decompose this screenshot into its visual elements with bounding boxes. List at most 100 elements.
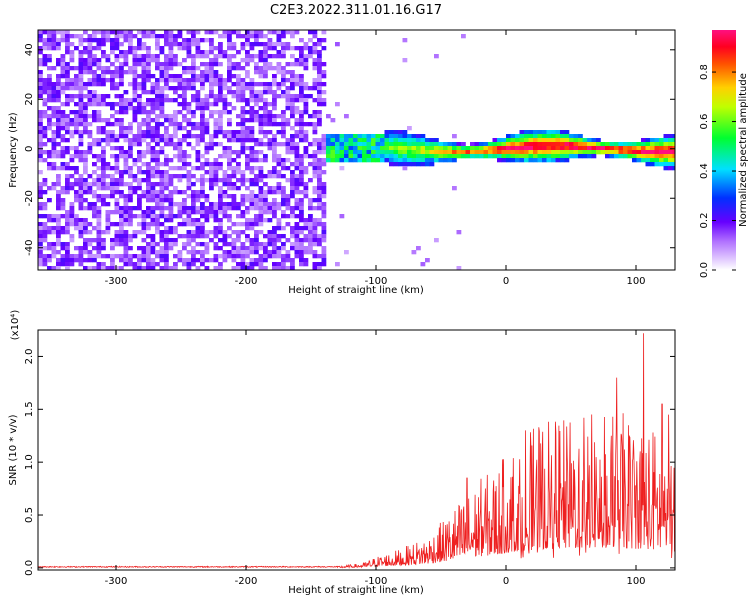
heatmap-cell xyxy=(281,114,286,119)
heatmap-cell xyxy=(317,42,322,47)
heatmap-cell xyxy=(60,34,66,39)
heatmap-cell xyxy=(321,90,327,95)
heatmap-cell xyxy=(254,166,259,171)
heatmap-cell xyxy=(227,54,232,59)
heatmap-cell xyxy=(654,150,660,155)
heatmap-cell xyxy=(627,146,633,151)
heatmap-cell xyxy=(150,222,156,227)
heatmap-cell xyxy=(317,118,322,123)
heatmap-cell xyxy=(411,162,417,167)
heatmap-cell xyxy=(303,218,309,223)
heatmap-cell xyxy=(195,178,201,183)
heatmap-cell xyxy=(182,234,187,239)
heatmap-cell xyxy=(74,94,79,99)
heatmap-cell xyxy=(204,158,210,163)
heatmap-cell xyxy=(231,250,237,255)
heatmap-cell xyxy=(56,194,61,199)
heatmap-cell xyxy=(150,126,156,131)
heatmap-cell xyxy=(38,62,43,67)
heatmap-cell xyxy=(47,114,52,119)
heatmap-cell xyxy=(258,190,264,195)
heatmap-cell xyxy=(416,146,421,151)
heatmap-cell xyxy=(78,250,84,255)
heatmap-cell xyxy=(65,218,70,223)
heatmap-cell xyxy=(164,182,169,187)
heatmap-cell xyxy=(132,54,138,59)
heatmap-cell xyxy=(281,186,286,191)
heatmap-cell xyxy=(375,134,381,139)
heatmap-cell xyxy=(285,102,291,107)
heatmap-cell xyxy=(641,154,646,159)
heatmap-cell xyxy=(312,162,318,167)
heatmap-cell xyxy=(74,130,79,135)
heatmap-cell xyxy=(569,138,574,143)
heatmap-cell xyxy=(560,150,565,155)
heatmap-cell xyxy=(299,162,304,167)
heatmap-cell xyxy=(69,110,75,115)
heatmap-cell xyxy=(105,254,111,259)
heatmap-cell xyxy=(218,218,223,223)
heatmap-cell xyxy=(164,86,169,91)
heatmap-cell xyxy=(146,170,151,175)
heatmap-cell xyxy=(78,230,84,235)
heatmap-cell xyxy=(285,202,291,207)
heatmap-cell xyxy=(92,54,97,59)
heatmap-cell xyxy=(267,46,273,51)
heatmap-cell xyxy=(375,158,381,163)
heatmap-cell xyxy=(218,126,223,131)
heatmap-cell xyxy=(168,134,174,139)
heatmap-cell xyxy=(267,86,273,91)
heatmap-cell xyxy=(537,130,543,135)
heatmap-cell xyxy=(168,214,174,219)
heatmap-cell xyxy=(272,42,277,47)
heatmap-cell xyxy=(443,150,448,155)
heatmap-cell xyxy=(155,90,160,95)
heatmap-cell xyxy=(146,34,151,39)
heatmap-cell xyxy=(87,202,93,207)
heatmap-cell xyxy=(164,134,169,139)
heatmap-cell xyxy=(56,266,61,270)
heatmap-cell xyxy=(87,258,93,263)
heatmap-cell xyxy=(56,94,61,99)
heatmap-cell xyxy=(96,242,102,247)
heatmap-cell xyxy=(389,162,394,167)
heatmap-cell xyxy=(204,210,210,215)
heatmap-cell xyxy=(204,242,210,247)
heatmap-cell xyxy=(123,150,129,155)
heatmap-cell xyxy=(164,70,169,75)
heatmap-cell xyxy=(672,142,675,147)
heatmap-cell xyxy=(519,146,525,151)
heatmap-cell xyxy=(371,138,376,143)
heatmap-cell xyxy=(231,94,237,99)
heatmap-cell xyxy=(204,250,210,255)
heatmap-cell xyxy=(213,126,219,131)
heatmap-cell xyxy=(501,142,507,147)
heatmap-cell xyxy=(141,74,147,79)
heatmap-cell xyxy=(128,218,133,223)
heatmap-cell xyxy=(83,162,88,167)
heatmap-cell xyxy=(213,258,219,263)
heatmap-cell xyxy=(285,42,291,47)
heatmap-cell xyxy=(164,138,169,143)
heatmap-cell xyxy=(371,146,376,151)
heatmap-cell xyxy=(137,110,142,115)
heatmap-cell xyxy=(263,82,268,87)
heatmap-cell xyxy=(132,98,138,103)
heatmap-cell xyxy=(236,50,241,55)
heatmap-cell xyxy=(344,158,349,163)
heatmap-cell xyxy=(263,234,268,239)
heatmap-cell xyxy=(173,38,178,43)
heatmap-cell xyxy=(254,258,259,263)
heatmap-cell xyxy=(533,158,538,163)
heatmap-cell xyxy=(146,250,151,255)
heatmap-cell xyxy=(474,150,480,155)
heatmap-cell xyxy=(447,150,453,155)
heatmap-cell xyxy=(159,98,165,103)
heatmap-cell xyxy=(258,130,264,135)
heatmap-cell xyxy=(119,94,124,99)
heatmap-cell xyxy=(119,74,124,79)
heatmap-cell xyxy=(348,138,354,143)
heatmap-cell xyxy=(182,58,187,63)
heatmap-cell xyxy=(654,142,660,147)
heatmap-cell xyxy=(110,178,115,183)
